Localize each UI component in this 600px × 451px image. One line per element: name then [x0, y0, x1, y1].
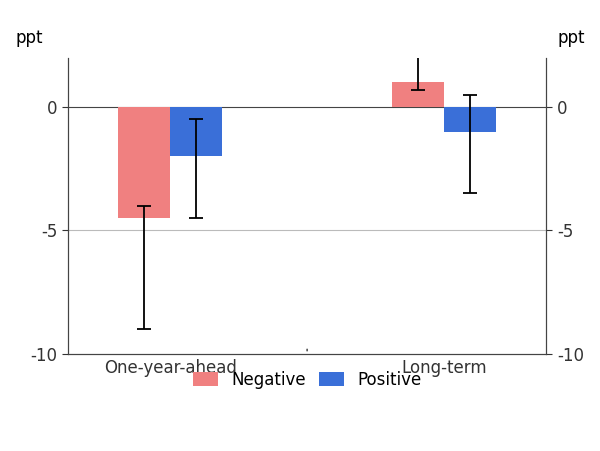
- Bar: [170, 107, 223, 156]
- Text: ppt: ppt: [15, 28, 43, 46]
- Bar: [118, 107, 170, 218]
- Text: ppt: ppt: [557, 28, 585, 46]
- Legend: Negative, Positive: Negative, Positive: [186, 364, 428, 396]
- Bar: [392, 83, 444, 107]
- Bar: [444, 107, 496, 132]
